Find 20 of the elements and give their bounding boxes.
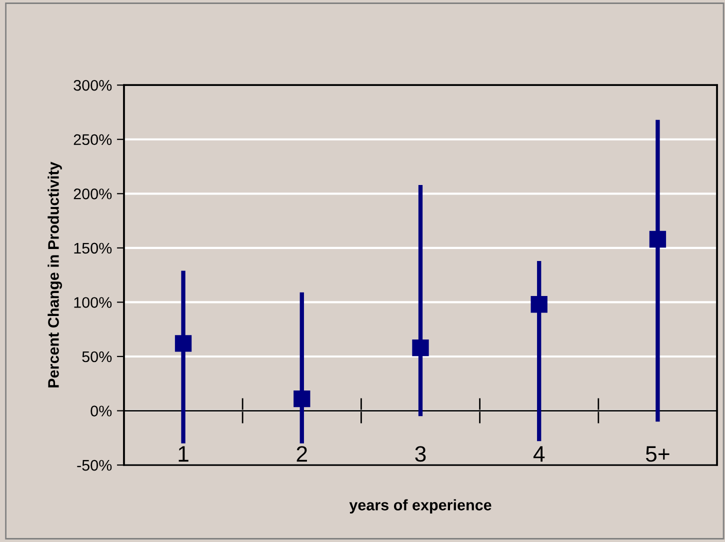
y-tick-label: 100%: [74, 297, 112, 308]
x-tick-label: 4: [533, 446, 545, 462]
y-tick-label: 200%: [74, 188, 112, 200]
y-tick-label: 250%: [74, 134, 112, 146]
y-tick-label: 50%: [82, 351, 112, 362]
point: [649, 230, 666, 248]
point: [294, 390, 310, 408]
y-tick-label: 300%: [74, 80, 112, 91]
point: [174, 335, 192, 352]
point: [530, 296, 548, 313]
point: [412, 339, 429, 356]
x-tick-label: 1: [178, 446, 188, 462]
y-tick-label: 150%: [74, 242, 112, 254]
x-axis-title: years of experience: [349, 499, 492, 514]
y-tick-label: 0%: [90, 406, 112, 416]
y-axis-title: Percent Change in Productivity: [48, 162, 62, 388]
x-tick-label: 5+: [646, 446, 670, 462]
x-tick-label: 2: [296, 446, 307, 462]
x-tick-label: 3: [415, 446, 426, 462]
y-tick-label: -50%: [77, 460, 112, 471]
